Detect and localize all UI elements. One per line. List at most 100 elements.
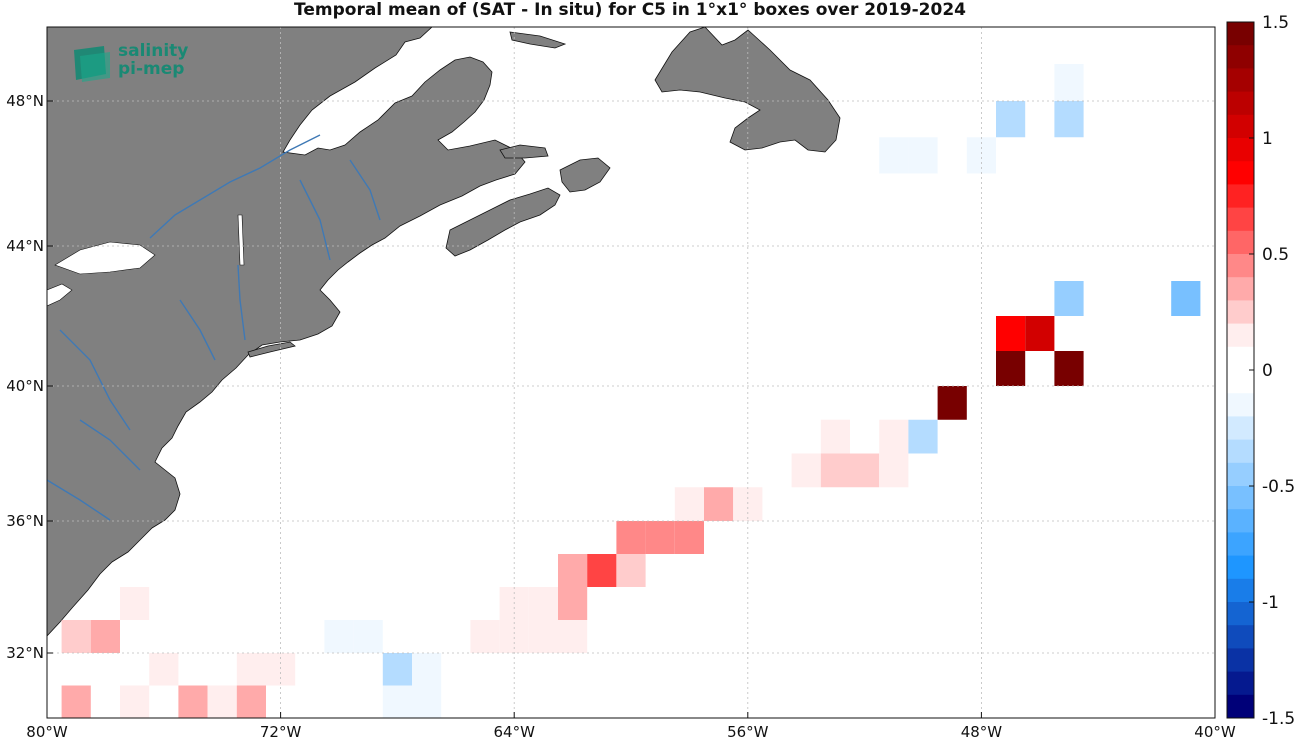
colorbar-segment xyxy=(1227,578,1254,603)
data-cell xyxy=(207,685,237,718)
y-tick-label: 44°N xyxy=(6,237,44,255)
anticosti-island xyxy=(509,31,567,49)
hudson-river xyxy=(237,264,246,341)
nova-scotia xyxy=(445,187,561,257)
data-cell xyxy=(996,316,1026,351)
lake-erie xyxy=(47,283,73,307)
lake-ontario xyxy=(54,241,156,275)
y-tick-label: 36°N xyxy=(6,512,44,530)
data-cell xyxy=(616,554,646,587)
colorbar-segment xyxy=(1227,138,1254,162)
colorbar-tick-label: -0.5 xyxy=(1262,477,1295,497)
salinity-pi-mep-logo: salinity pi-mep xyxy=(70,40,210,90)
data-cell xyxy=(1054,281,1084,316)
data-cell xyxy=(558,587,588,620)
colorbar-segment xyxy=(1227,625,1254,649)
data-cell xyxy=(528,620,558,653)
colorbar-segment xyxy=(1227,184,1254,209)
chart-title: Temporal mean of (SAT - In situ) for C5 … xyxy=(294,0,966,20)
data-cell xyxy=(616,521,646,554)
data-cell xyxy=(791,453,821,488)
data-cells xyxy=(61,64,1201,718)
river-4 xyxy=(349,159,381,221)
st-lawrence-river xyxy=(149,134,321,239)
river-1 xyxy=(59,329,131,431)
cape-breton xyxy=(559,157,611,193)
data-cell xyxy=(1054,101,1084,138)
colorbar-tick-label: 0 xyxy=(1262,361,1273,381)
colorbar-segment xyxy=(1227,532,1254,557)
lakes-layer xyxy=(47,214,245,307)
data-cell xyxy=(674,487,704,521)
data-cell xyxy=(324,620,354,653)
colorbar-segment xyxy=(1227,230,1254,255)
colorbar-segment xyxy=(1227,416,1254,441)
data-cell xyxy=(937,386,967,420)
y-axis-ticks: 48°N 44°N 40°N 36°N 32°N xyxy=(6,92,53,662)
logo-line-1: salinity xyxy=(118,41,189,61)
data-cell xyxy=(178,685,208,718)
data-cell xyxy=(382,653,412,686)
data-cell xyxy=(879,419,909,454)
plot-frame xyxy=(46,26,1216,719)
colorbar-segment xyxy=(1227,671,1254,696)
river-2 xyxy=(79,419,141,471)
colorbar-segment xyxy=(1227,68,1254,93)
data-cell xyxy=(908,419,938,454)
rivers-layer xyxy=(47,134,381,521)
data-cell xyxy=(879,137,909,174)
north-america-land xyxy=(47,27,526,637)
long-island xyxy=(247,341,296,358)
data-cell xyxy=(412,685,442,718)
y-tick-label: 48°N xyxy=(6,92,44,110)
data-cell xyxy=(353,620,383,653)
colorbar-segment xyxy=(1227,509,1254,533)
colorbar-segment xyxy=(1227,555,1254,580)
data-cell xyxy=(704,487,734,521)
land-layer xyxy=(47,27,841,637)
data-cell xyxy=(149,653,179,686)
data-cell xyxy=(996,101,1026,138)
x-tick-label: 80°W xyxy=(26,723,68,740)
colorbar: 1.5 1 0.5 0 -0.5 -1 -1.5 xyxy=(1226,13,1295,729)
data-cell xyxy=(528,587,558,620)
colorbar-segment xyxy=(1227,323,1254,348)
colorbar-segment xyxy=(1227,346,1254,371)
data-cell xyxy=(236,653,266,686)
data-cell xyxy=(558,554,588,587)
data-cell xyxy=(120,587,150,620)
colorbar-segment xyxy=(1227,393,1254,417)
data-cell xyxy=(645,521,675,554)
river-3 xyxy=(299,179,331,261)
data-cell xyxy=(558,620,588,653)
data-cell xyxy=(1171,281,1201,316)
colorbar-segment xyxy=(1227,254,1254,278)
colorbar-segment xyxy=(1227,91,1254,116)
colorbar-segment xyxy=(1227,45,1254,69)
data-cell xyxy=(61,685,91,718)
colorbar-segment xyxy=(1227,114,1254,139)
river-5 xyxy=(179,299,216,361)
data-cell xyxy=(674,521,704,554)
data-cell xyxy=(850,453,880,488)
colorbar-segment xyxy=(1227,694,1254,719)
x-tick-label: 40°W xyxy=(1194,723,1236,740)
lake-champlain xyxy=(237,214,245,266)
x-tick-label: 64°W xyxy=(493,723,535,740)
data-cell xyxy=(61,620,91,653)
colorbar-tick-label: -1.5 xyxy=(1262,709,1295,729)
data-cell xyxy=(90,620,120,653)
colorbar-segment xyxy=(1227,300,1254,325)
colorbar-segment xyxy=(1227,486,1254,510)
y-tick-label: 40°N xyxy=(6,377,44,395)
colorbar-tick-label: -1 xyxy=(1262,593,1279,613)
x-axis-ticks: 80°W 72°W 64°W 56°W 48°W 40°W xyxy=(26,712,1236,740)
data-cell xyxy=(236,685,266,718)
data-cell xyxy=(412,653,442,686)
colorbar-segment xyxy=(1227,462,1254,487)
y-tick-label: 32°N xyxy=(6,644,44,662)
data-cell xyxy=(879,453,909,488)
x-tick-label: 72°W xyxy=(260,723,302,740)
x-tick-label: 56°W xyxy=(727,723,769,740)
